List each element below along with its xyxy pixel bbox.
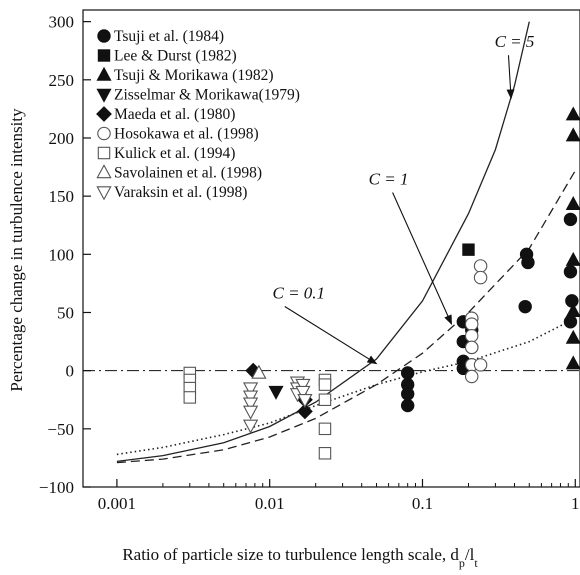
annotation-arrow xyxy=(284,306,378,365)
legend-entry: Maeda et al. (1980) xyxy=(96,106,235,123)
points-layer xyxy=(183,106,580,460)
y-tick-label: 250 xyxy=(49,71,75,90)
data-point-filled-circle xyxy=(521,255,535,270)
data-point-filled-circle xyxy=(400,387,415,401)
legend-entry: Lee & Durst (1982) xyxy=(97,48,237,65)
legend-marker-open-triangle-down xyxy=(96,186,112,201)
y-axis-label: Percentage change in turbulence intensit… xyxy=(7,108,26,392)
x-axis-label: Ratio of particle size to turbulence len… xyxy=(122,545,478,570)
legend-marker-open-circle xyxy=(97,126,111,141)
data-point-filled-square xyxy=(462,243,475,256)
legend-marker-filled-diamond xyxy=(96,106,112,122)
data-point-filled-circle xyxy=(400,398,415,413)
y-tick-label: −100 xyxy=(39,478,74,497)
x-tick-label: 0.001 xyxy=(98,494,136,513)
y-tick-label: 150 xyxy=(49,187,75,206)
plot-frame xyxy=(82,9,580,488)
y-tick-label: 300 xyxy=(49,13,75,32)
data-point-filled-circle xyxy=(518,299,532,314)
x-tick-label: 1 xyxy=(571,494,580,513)
legend-marker-filled-square xyxy=(97,49,111,62)
data-point-filled-triangle-down xyxy=(268,385,284,400)
data-point-open-circle xyxy=(464,340,479,355)
legend-label: Maeda et al. (1980) xyxy=(114,106,235,123)
data-point-filled-triangle-up xyxy=(565,196,580,210)
annotation-arrow xyxy=(392,192,453,326)
data-point-filled-triangle-up xyxy=(565,355,580,370)
legend-label: Savolainen et al. (1998) xyxy=(114,165,262,182)
data-point-open-triangle-up xyxy=(251,364,267,379)
data-point-open-triangle-down xyxy=(242,405,259,420)
legend-label: Kulick et al. (1994) xyxy=(114,145,235,162)
data-point-open-circle xyxy=(473,270,488,285)
data-point-filled-triangle-up xyxy=(565,251,580,266)
legend-entry: Kulick et al. (1994) xyxy=(97,145,235,162)
data-point-filled-triangle-up xyxy=(565,106,580,121)
curve-annotation-label: C = 0.1 xyxy=(272,284,325,303)
data-point-open-circle xyxy=(464,369,479,384)
legend-marker-open-triangle-up xyxy=(96,164,112,179)
legend-entry: Savolainen et al. (1998) xyxy=(96,164,262,182)
legend-marker-filled-triangle-up xyxy=(96,66,112,81)
data-point-open-circle xyxy=(473,358,488,372)
legend-label: Tsuji et al. (1984) xyxy=(114,28,224,45)
data-point-filled-circle xyxy=(563,315,578,329)
curve-dashed xyxy=(116,170,576,464)
legend-marker-filled-circle xyxy=(97,29,111,43)
curve-annotation-label: C = 5 xyxy=(495,32,535,51)
legend-entry: Hosokawa et al. (1998) xyxy=(97,126,259,143)
curve-dotted xyxy=(116,317,576,456)
data-point-open-circle xyxy=(473,259,488,273)
legend-entry: Tsuji et al. (1984) xyxy=(97,28,224,45)
legend-label: Varaksin et al. (1998) xyxy=(114,184,247,201)
data-point-filled-circle xyxy=(565,294,579,308)
y-tick-label: 0 xyxy=(66,362,75,381)
legend-label: Hosokawa et al. (1998) xyxy=(114,126,259,143)
y-tick-label: 100 xyxy=(49,245,75,264)
data-point-filled-circle xyxy=(400,366,415,380)
legend-entry: Zisselmar & Morikawa(1979) xyxy=(96,87,300,104)
data-point-filled-diamond xyxy=(296,403,313,420)
data-point-filled-triangle-up xyxy=(565,303,580,318)
legend-marker-filled-triangle-down xyxy=(96,88,112,103)
data-point-open-square xyxy=(318,378,332,391)
data-point-filled-circle xyxy=(563,212,578,227)
data-point-open-square xyxy=(318,393,332,406)
y-tick-label: −50 xyxy=(47,420,74,439)
data-point-open-triangle-down xyxy=(242,397,259,412)
data-point-open-square xyxy=(183,391,197,404)
data-point-open-triangle-down xyxy=(295,378,311,393)
y-tick-label: 50 xyxy=(57,303,74,322)
x-tick-label: 0.1 xyxy=(412,494,433,513)
data-point-open-circle xyxy=(464,317,479,331)
data-point-open-triangle-down xyxy=(297,393,313,409)
data-point-open-triangle-down xyxy=(295,385,311,400)
data-point-filled-triangle-up xyxy=(565,329,580,344)
legend: Tsuji et al. (1984) Lee & Durst (1982) Tsu… xyxy=(96,28,300,201)
data-point-open-square xyxy=(318,447,332,460)
legend-label: Zisselmar & Morikawa(1979) xyxy=(114,87,300,104)
data-point-open-square xyxy=(318,422,332,436)
y-tick-label: 200 xyxy=(49,129,75,148)
data-point-open-circle xyxy=(464,329,479,343)
legend-label: Tsuji & Morikawa (1982) xyxy=(114,67,274,84)
legend-label: Lee & Durst (1982) xyxy=(114,48,237,65)
legend-entry: Varaksin et al. (1998) xyxy=(96,184,247,201)
curve-annotation-label: C = 1 xyxy=(369,170,409,189)
data-point-open-triangle-down xyxy=(242,390,259,405)
x-tick-label: 0.01 xyxy=(255,494,285,513)
data-point-filled-circle xyxy=(563,265,578,279)
legend-entry: Tsuji & Morikawa (1982) xyxy=(96,66,274,84)
data-point-open-triangle-down xyxy=(242,382,259,397)
data-point-filled-triangle-up xyxy=(565,127,580,142)
annotations-layer: C = 5 C = 1 C = 0.1 xyxy=(272,32,535,365)
ticks-layer: 0.001 0.01 0.1 1 −100 −50 0 50 100 150 200 250 300 xyxy=(39,13,580,513)
data-point-open-triangle-down xyxy=(242,419,259,434)
annotation-arrow xyxy=(506,55,515,100)
legend-marker-open-square xyxy=(97,146,111,160)
